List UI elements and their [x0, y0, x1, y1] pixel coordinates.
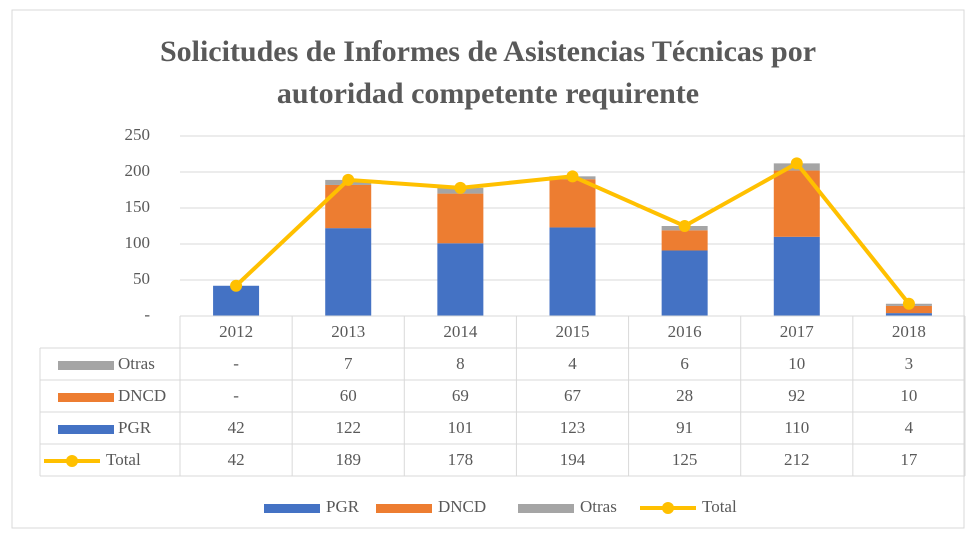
- table-cell: 10: [788, 354, 805, 373]
- bar: [549, 227, 596, 316]
- table-cell: 178: [448, 450, 474, 469]
- table-legend-label: Total: [106, 450, 141, 469]
- line-marker: [902, 297, 915, 310]
- table-cell: 4: [905, 418, 914, 437]
- legend-label: PGR: [326, 497, 360, 516]
- legend-label: Total: [702, 497, 737, 516]
- bar: [661, 250, 708, 316]
- table-cell: 60: [340, 386, 357, 405]
- table-cell: 91: [676, 418, 693, 437]
- bar: [773, 236, 820, 316]
- table-cell: 17: [900, 450, 918, 469]
- legend-label: Otras: [580, 497, 617, 516]
- table-cell: 123: [560, 418, 586, 437]
- x-tick-label: 2015: [556, 322, 590, 341]
- legend-key: [662, 502, 674, 514]
- table-cell: -: [233, 386, 239, 405]
- table-legend-label: DNCD: [118, 386, 166, 405]
- x-tick-label: 2013: [331, 322, 365, 341]
- table-legend-key: [58, 425, 114, 434]
- table-legend-label: Otras: [118, 354, 155, 373]
- legend-label: DNCD: [438, 497, 486, 516]
- table-cell: 42: [228, 450, 245, 469]
- x-tick-label: 2018: [892, 322, 926, 341]
- table-legend-key: [66, 455, 78, 467]
- line-marker: [566, 170, 579, 183]
- table-cell: 92: [788, 386, 805, 405]
- y-tick-label: 150: [125, 197, 151, 216]
- x-tick-label: 2016: [668, 322, 702, 341]
- table-cell: 6: [680, 354, 689, 373]
- legend-key: [518, 504, 574, 513]
- chart-title: autoridad competente requirente: [277, 77, 699, 110]
- table-cell: 212: [784, 450, 810, 469]
- bar: [549, 179, 596, 228]
- bar: [437, 243, 484, 316]
- table-cell: 101: [448, 418, 474, 437]
- x-tick-label: 2017: [780, 322, 815, 341]
- line-marker: [678, 220, 691, 232]
- table-cell: 194: [560, 450, 586, 469]
- line-marker: [342, 173, 355, 186]
- bar: [661, 230, 708, 251]
- table-cell: 10: [900, 386, 917, 405]
- table-cell: 110: [784, 418, 809, 437]
- line-marker: [454, 181, 467, 194]
- table-legend-key: [58, 361, 114, 370]
- bar: [325, 184, 372, 229]
- table-cell: 3: [905, 354, 914, 373]
- line-marker: [230, 279, 243, 292]
- line-marker: [790, 157, 803, 170]
- y-tick-label: 50: [133, 269, 150, 288]
- table-cell: 8: [456, 354, 465, 373]
- y-tick-label: 200: [125, 161, 151, 180]
- table-cell: 189: [335, 450, 361, 469]
- y-tick-label: 100: [125, 233, 151, 252]
- bar: [325, 228, 372, 316]
- y-tick-label: 250: [125, 125, 151, 144]
- table-cell: 7: [344, 354, 353, 373]
- legend-key: [376, 504, 432, 513]
- chart-title: Solicitudes de Informes de Asistencias T…: [160, 35, 816, 68]
- table-cell: 69: [452, 386, 469, 405]
- table-cell: 67: [564, 386, 582, 405]
- bar: [437, 193, 484, 244]
- table-cell: 122: [335, 418, 361, 437]
- table-cell: 28: [676, 386, 693, 405]
- table-legend-label: PGR: [118, 418, 152, 437]
- x-tick-label: 2014: [443, 322, 478, 341]
- bar: [885, 313, 932, 316]
- y-tick-label: -: [144, 305, 150, 324]
- table-cell: -: [233, 354, 239, 373]
- table-cell: 42: [228, 418, 245, 437]
- x-tick-label: 2012: [219, 322, 253, 341]
- table-cell: 125: [672, 450, 698, 469]
- legend-key: [264, 504, 320, 513]
- table-legend-key: [58, 393, 114, 402]
- table-cell: 4: [568, 354, 577, 373]
